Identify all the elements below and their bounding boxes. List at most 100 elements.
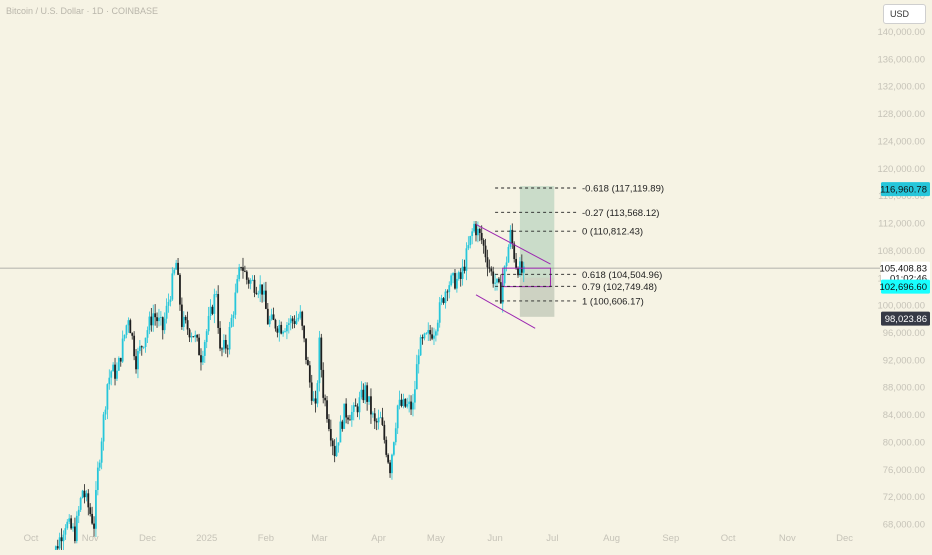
currency-button[interactable]: USD [883,4,926,24]
candle-body [452,273,454,276]
candle [478,227,481,242]
candle-body [280,324,283,334]
candle [137,347,139,379]
candle-body [293,321,296,324]
candle [95,481,97,538]
candle [486,249,489,277]
candle-body [104,409,107,415]
candle-body [146,330,149,338]
candle [308,361,311,388]
channel-line-upper[interactable] [475,223,551,265]
price-tick-label: 68,000.00 [883,520,925,531]
candle-body [434,331,437,336]
candle-body [72,526,74,529]
candle-body [228,326,231,350]
candle [140,345,143,356]
candle-body [307,359,309,366]
candle [455,272,458,293]
price-label-target: 116,960.78 [880,182,930,197]
price-label-text: 01:02:46 [890,274,927,285]
candle [236,274,239,294]
candle-body [291,318,294,322]
candle [358,391,361,420]
candle-body [247,279,250,284]
candle [58,532,61,551]
candle-body [391,454,393,474]
channel-line-lower[interactable] [475,294,536,329]
candle [404,398,407,408]
candle [444,288,447,309]
candle-body [354,405,357,407]
price-axis: 140,000.00 136,000.00 132,000.00 128,000.00… [877,27,925,531]
candle-body [266,308,269,325]
candle-body [350,411,353,421]
candle [318,330,321,392]
candle [66,519,69,530]
candle-body [455,278,458,289]
candle-body [402,398,405,406]
candle-body [121,338,124,362]
price-tick-label: 112,000.00 [878,219,925,230]
candle [158,308,160,327]
price-label-bg [881,279,930,294]
fib-level[interactable]: 0.79 (102,749.48) [495,282,657,293]
candle [452,272,454,284]
fib-level[interactable]: 1 (100,606.17) [495,296,644,307]
candle-body [371,413,374,415]
candle-body [387,454,390,463]
candle [106,383,109,420]
candle-body [297,317,300,320]
candle-body [475,223,477,236]
candle [335,437,338,458]
candle-body [123,334,126,339]
candle-body [142,346,145,348]
candle [482,238,485,254]
candle [180,297,183,330]
candle-body [427,330,430,334]
fib-zone-lower[interactable] [519,277,555,317]
price-tick-label: 136,000.00 [877,54,925,65]
candle [412,393,414,417]
fib-level[interactable]: 0 (110,812.43) [495,227,643,238]
candle [297,313,300,322]
time-tick-label: Jul [546,533,558,544]
candle [299,305,302,320]
candle [295,311,298,325]
candle [207,306,210,335]
candle [326,396,328,423]
candle [471,228,474,245]
candle-body [259,284,262,294]
candle-body [373,413,376,422]
candle [459,268,462,287]
candle [463,259,466,274]
candle [352,402,355,421]
candle-body [467,245,470,249]
candle [127,317,130,333]
candle [161,316,164,340]
candle-body [221,348,223,350]
candle-body [242,267,244,271]
candle [385,436,388,458]
candle [272,307,275,321]
candle-body [425,333,428,335]
candle [274,318,277,332]
candle [74,517,76,544]
candle-body [507,246,510,263]
candle [171,267,174,301]
candle-body [366,385,369,402]
candle-body [205,331,208,343]
fib-level[interactable]: -0.618 (117,119.89) [495,184,664,195]
candle [509,225,512,250]
candle-body [175,262,178,270]
fib-level[interactable]: 0.618 (104,504.96) [495,270,662,281]
candle-body [413,389,416,403]
candle [515,253,517,270]
fib-level[interactable]: -0.27 (113,568.12) [495,208,659,219]
candle-body [316,383,319,404]
candle-body [314,398,317,404]
candle [465,242,468,281]
candle-body [492,271,495,284]
candle [209,299,212,320]
